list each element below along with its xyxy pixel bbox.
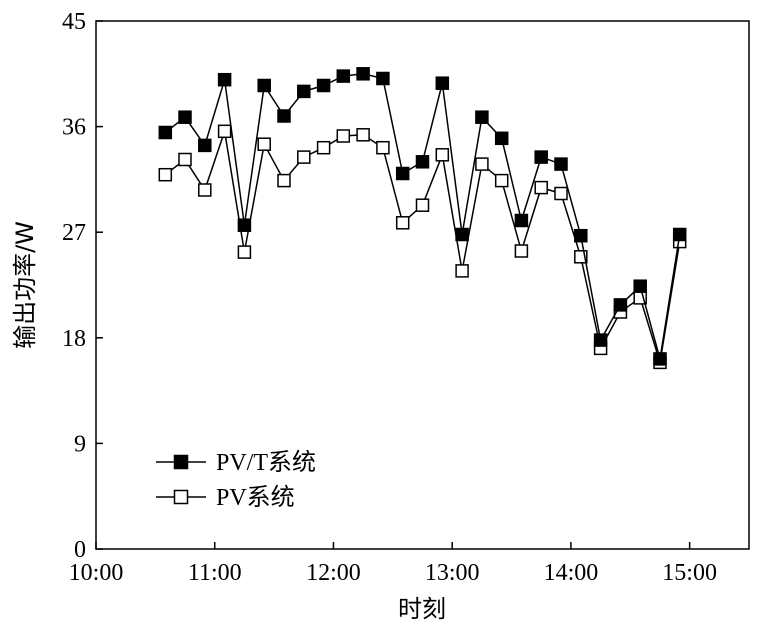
data-point-pvt — [257, 78, 271, 93]
data-point-pvt — [376, 71, 390, 86]
data-point-pv — [435, 148, 450, 162]
data-point-pvt — [494, 131, 509, 146]
legend-label-pvt: PV/T系统 — [216, 449, 316, 476]
data-point-pvt — [613, 298, 628, 312]
data-point-pv — [277, 173, 291, 188]
data-point-pv — [336, 129, 351, 143]
y-tick-label: 45 — [62, 9, 86, 35]
legend-marker-pv — [173, 489, 189, 505]
data-point-pvt — [316, 78, 331, 93]
data-point-pv — [297, 150, 311, 164]
data-point-pvt — [217, 72, 232, 87]
data-point-pv — [494, 173, 509, 188]
data-point-pvt — [455, 227, 469, 242]
legend-item-pv: PV系统 — [156, 484, 295, 511]
y-axis-ticks: 0 9 18 27 36 45 — [62, 9, 103, 563]
data-point-pv — [178, 152, 192, 167]
data-point-pvt — [653, 352, 667, 366]
axes — [95, 20, 750, 550]
series-line-pvt — [164, 73, 681, 360]
x-tick-label: 11:00 — [188, 560, 242, 586]
data-point-pv — [395, 216, 410, 230]
x-axis-title: 时刻 — [398, 595, 446, 623]
data-point-pvt — [475, 110, 489, 124]
data-point-pvt — [633, 279, 647, 293]
data-point-pvt — [277, 109, 291, 123]
data-point-pvt — [198, 138, 212, 153]
data-point-pvt — [554, 157, 568, 171]
series-layer — [158, 67, 687, 370]
data-point-pvt — [237, 218, 252, 232]
data-point-pv — [237, 245, 252, 259]
data-point-pvt — [593, 333, 608, 347]
data-point-pvt — [336, 69, 351, 83]
x-tick-label: 15:00 — [662, 560, 717, 586]
data-point-pv — [198, 183, 212, 197]
plot-frame — [95, 20, 750, 550]
y-tick-label: 27 — [62, 220, 86, 246]
data-point-pv — [316, 140, 331, 155]
y-tick-label: 0 — [74, 537, 86, 563]
data-point-pv — [158, 167, 173, 182]
y-tick-label: 9 — [74, 431, 86, 457]
legend: PV/T系统 PV系统 — [156, 449, 316, 511]
data-point-pv — [534, 180, 548, 195]
data-point-pv — [554, 186, 568, 201]
data-point-pvt — [178, 110, 192, 124]
y-tick-label: 18 — [62, 326, 86, 352]
legend-item-pvt: PV/T系统 — [156, 449, 316, 476]
data-point-pvt — [435, 76, 450, 90]
legend-label-pv: PV系统 — [216, 484, 295, 511]
x-axis-ticks: 10:00 11:00 12:00 13:00 14:00 15:00 — [69, 542, 717, 586]
data-point-pv — [376, 140, 390, 155]
data-point-pv — [415, 198, 430, 212]
data-point-pv — [257, 137, 271, 151]
x-tick-label: 13:00 — [425, 560, 480, 586]
x-tick-label: 10:00 — [69, 560, 124, 586]
data-point-pv — [475, 157, 489, 171]
data-point-pvt — [356, 67, 370, 81]
y-tick-label: 36 — [62, 115, 86, 141]
data-point-pvt — [574, 228, 588, 243]
y-axis-title: 输出功率/W — [11, 221, 39, 349]
data-point-pv — [217, 124, 232, 139]
legend-marker-pvt — [173, 454, 189, 470]
data-point-pv — [514, 244, 529, 258]
data-point-pvt — [672, 227, 687, 242]
data-point-pv — [356, 128, 370, 142]
data-point-pv — [455, 264, 469, 278]
data-point-pvt — [534, 150, 548, 164]
data-point-pvt — [514, 213, 529, 228]
x-tick-label: 12:00 — [306, 560, 361, 586]
data-point-pvt — [395, 166, 410, 181]
data-point-pvt — [297, 84, 311, 99]
data-point-pvt — [158, 125, 173, 140]
data-point-pvt — [415, 155, 430, 169]
x-tick-label: 14:00 — [544, 560, 599, 586]
